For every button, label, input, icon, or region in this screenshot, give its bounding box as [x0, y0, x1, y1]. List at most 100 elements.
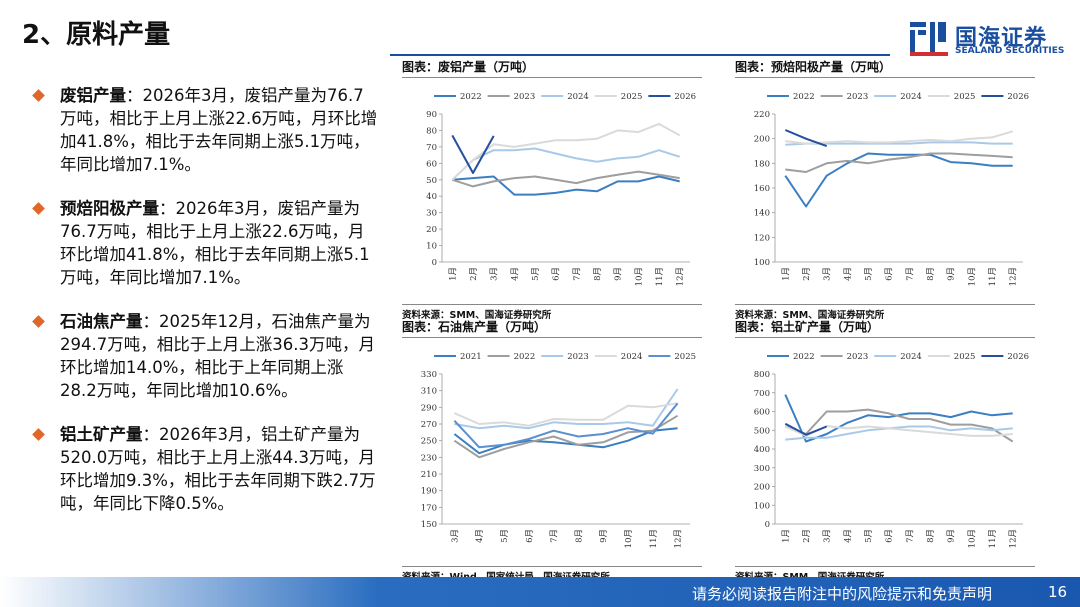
y-tick-label: 200: [754, 135, 770, 145]
series-line: [785, 130, 1013, 145]
logo-name: 国海证券: [955, 26, 1048, 51]
series-line: [784, 129, 828, 148]
y-tick-label: 330: [421, 370, 437, 380]
bullet-text: ：2026年3月，废铝产量为76.7万吨，相比于上月上涨22.6万吨，月环比增加…: [60, 199, 370, 287]
x-tick-label: 3月: [490, 267, 500, 281]
x-tick-label: 9月: [947, 267, 957, 281]
x-tick-label: 6月: [885, 529, 895, 543]
y-tick-label: 700: [754, 389, 770, 399]
y-tick-label: 200: [754, 483, 770, 493]
page-number: 16: [1048, 583, 1068, 601]
legend-label: 2024: [900, 92, 922, 102]
x-tick-label: 11月: [988, 267, 998, 286]
x-tick-label: 6月: [552, 267, 562, 281]
x-tick-label: 3月: [450, 529, 460, 543]
series-line: [784, 422, 828, 436]
x-tick-label: 12月: [1009, 529, 1019, 548]
y-tick-label: 50: [426, 176, 437, 186]
bullet-list: 废铝产量：2026年3月，废铝产量为76.7万吨，相比于上月上涨22.6万吨，月…: [30, 84, 378, 536]
x-tick-label: 6月: [885, 267, 895, 281]
x-tick-label: 9月: [947, 529, 957, 543]
x-tick-label: 10月: [967, 267, 977, 286]
y-tick-label: 300: [754, 464, 770, 474]
bullet-label: 废铝产量: [60, 86, 126, 105]
y-tick-label: 20: [426, 225, 437, 235]
x-tick-label: 7月: [905, 529, 915, 543]
y-tick-label: 160: [754, 184, 770, 194]
x-tick-label: 7月: [550, 529, 560, 543]
x-tick-label: 12月: [1009, 267, 1019, 286]
chart: 2022 2023 2024 2025 2026 0 10 20 30 40 50 60 70 80 90 1…: [426, 92, 696, 286]
series-line: [452, 175, 680, 196]
bullet-text: ：2026年3月，铝土矿产量为520.0万吨，相比于上月上涨44.3万吨，月环比…: [60, 425, 376, 513]
x-tick-label: 2月: [469, 267, 479, 281]
y-tick-label: 0: [432, 258, 437, 268]
x-tick-label: 1月: [781, 529, 791, 543]
y-tick-label: 30: [426, 209, 437, 219]
x-tick-label: 1月: [448, 267, 458, 281]
legend-label: 2026: [1007, 92, 1029, 102]
x-tick-label: 7月: [572, 267, 582, 281]
legend-label: 2024: [567, 92, 589, 102]
x-tick-label: 7月: [905, 267, 915, 281]
x-tick-label: 5月: [531, 267, 541, 281]
logo-subtitle: SEALAND SECURITIES: [955, 46, 1065, 56]
legend-label: 2025: [674, 352, 696, 362]
chart-title: 图表：废铝产量（万吨）: [402, 58, 702, 78]
x-tick-label: 2月: [802, 267, 812, 281]
x-tick-label: 12月: [674, 529, 684, 548]
y-tick-label: 10: [426, 242, 437, 252]
bullet-label: 铝土矿产量: [60, 425, 143, 444]
y-tick-label: 140: [754, 209, 770, 219]
y-tick-label: 400: [754, 445, 770, 455]
series-line: [454, 388, 679, 430]
x-tick-label: 5月: [500, 529, 510, 543]
x-tick-label: 5月: [864, 529, 874, 543]
legend-label: 2022: [793, 352, 815, 362]
x-tick-label: 8月: [926, 529, 936, 543]
legend-label: 2026: [674, 92, 696, 102]
x-tick-label: 8月: [926, 267, 936, 281]
y-tick-label: 150: [421, 520, 437, 530]
bullet-text: ：2025年12月，石油焦产量为294.7万吨，相比于上月上涨36.3万吨，月环…: [60, 312, 375, 400]
x-tick-label: 10月: [624, 529, 634, 548]
x-tick-label: 8月: [593, 267, 603, 281]
x-tick-label: 6月: [525, 529, 535, 543]
y-tick-label: 60: [426, 159, 437, 169]
series-line: [785, 425, 1013, 441]
y-tick-label: 210: [421, 470, 437, 480]
series-line: [451, 147, 681, 181]
x-tick-label: 11月: [649, 529, 659, 548]
chart-source: 资料来源：SMM、国海证券研究所: [402, 304, 702, 321]
y-tick-label: 190: [421, 487, 437, 497]
y-tick-label: 120: [754, 233, 770, 243]
y-tick-label: 270: [421, 420, 437, 430]
series-line: [785, 152, 1013, 173]
series-line: [453, 402, 679, 449]
legend-label: 2022: [514, 352, 536, 362]
legend-label: 2025: [954, 92, 976, 102]
y-tick-label: 0: [765, 520, 770, 530]
x-tick-label: 4月: [843, 267, 853, 281]
bullet: 铝土矿产量：2026年3月，铝土矿产量为520.0万吨，相比于上月上涨44.3万…: [30, 423, 378, 515]
legend-label: 2022: [793, 92, 815, 102]
y-tick-label: 40: [426, 192, 437, 202]
chart-title: 图表：石油焦产量（万吨）: [402, 318, 702, 338]
bullet-text: ：2026年3月，废铝产量为76.7万吨，相比于上月上涨22.6万吨，月环比增加…: [60, 86, 378, 174]
bullet-marker: [32, 428, 45, 441]
y-tick-label: 80: [426, 126, 437, 136]
y-tick-label: 220: [754, 110, 770, 120]
x-tick-label: 5月: [864, 267, 874, 281]
y-tick-label: 600: [754, 408, 770, 418]
chart-title: 图表：预焙阳极产量（万吨）: [735, 58, 1035, 78]
chart-panel: 图表：铝土矿产量（万吨） 2022 2023 2024 2025 2026 0 100 200…: [735, 318, 1035, 583]
y-tick-label: 290: [421, 403, 437, 413]
chart: 2021 2022 2023 2024 2025 150 170 190 210 230 250 27…: [421, 352, 696, 548]
series-line: [454, 402, 678, 427]
legend-label: 2023: [514, 92, 536, 102]
bullet-marker: [32, 89, 45, 102]
y-tick-label: 500: [754, 426, 770, 436]
chart-panel: 图表：预焙阳极产量（万吨） 2022 2023 2024 2025 2026 100 120…: [735, 58, 1035, 321]
bullet-label: 预焙阳极产量: [60, 199, 159, 218]
chart-title: 图表：铝土矿产量（万吨）: [735, 318, 1035, 338]
